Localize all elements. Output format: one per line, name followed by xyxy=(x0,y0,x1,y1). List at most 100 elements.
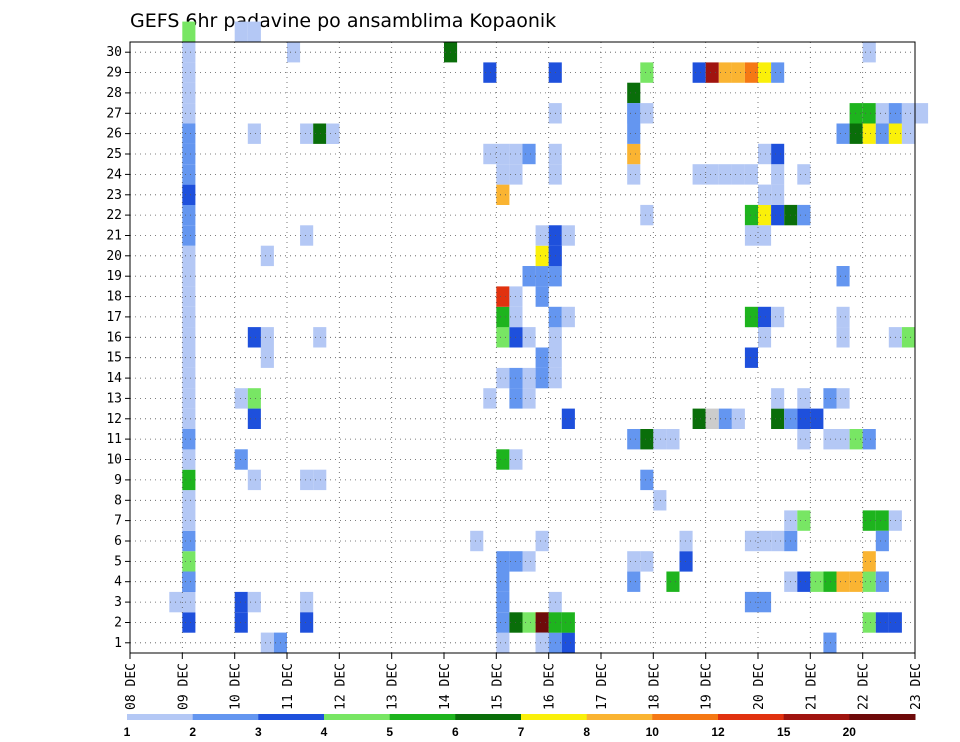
heat-cell xyxy=(731,62,745,83)
heat-cell xyxy=(247,327,261,348)
heat-cell xyxy=(758,591,772,613)
y-tick-label: 30 xyxy=(106,45,122,60)
heat-cell xyxy=(836,306,850,328)
heat-cell xyxy=(182,510,196,531)
heat-cell xyxy=(496,286,510,307)
y-tick-label: 26 xyxy=(106,127,122,142)
heat-cell xyxy=(862,103,876,124)
legend-swatch xyxy=(127,714,194,720)
heat-cell xyxy=(771,204,785,226)
legend-label: 2 xyxy=(189,725,196,739)
heat-cell xyxy=(797,429,811,450)
x-tick-label: 15 DEC xyxy=(490,663,505,710)
heat-cell xyxy=(862,510,876,531)
heat-cell xyxy=(836,123,850,144)
heat-cell xyxy=(182,103,196,124)
heat-cell xyxy=(862,429,876,450)
legend-label: 10 xyxy=(646,725,660,739)
x-tick-label: 21 DEC xyxy=(804,663,819,710)
heat-cell xyxy=(862,571,876,592)
heat-cell xyxy=(640,469,654,491)
heat-cell xyxy=(744,306,758,328)
x-tick-label: 19 DEC xyxy=(700,663,715,710)
legend-swatch xyxy=(521,714,588,720)
heat-cell xyxy=(627,123,641,144)
heat-cell xyxy=(182,21,196,42)
heat-cell xyxy=(771,306,785,328)
x-tick-label: 13 DEC xyxy=(386,663,401,710)
heat-cell xyxy=(692,62,706,83)
y-tick-label: 2 xyxy=(114,616,122,631)
heat-cell xyxy=(182,143,196,165)
heat-cell xyxy=(758,530,772,552)
heat-cell xyxy=(483,143,497,165)
heat-cell xyxy=(810,571,824,592)
heat-cell xyxy=(522,327,536,348)
x-tick-label: 18 DEC xyxy=(647,663,662,710)
heat-cell xyxy=(522,266,536,287)
heat-cell xyxy=(901,103,915,124)
heat-cell xyxy=(496,612,510,633)
heat-cell xyxy=(758,225,772,246)
y-tick-label: 19 xyxy=(106,269,122,284)
legend-swatch xyxy=(652,714,719,720)
heat-cell xyxy=(522,367,536,389)
heat-cell xyxy=(771,388,785,409)
heat-cell xyxy=(496,184,510,205)
heat-cell xyxy=(483,62,497,83)
heat-cell xyxy=(247,591,261,613)
heat-cell xyxy=(182,225,196,246)
heat-cell xyxy=(182,469,196,491)
heat-cell xyxy=(182,184,196,205)
heat-cell xyxy=(234,388,248,409)
heat-cell xyxy=(496,367,510,389)
heat-cell xyxy=(640,103,654,124)
heat-cell xyxy=(470,530,484,552)
y-tick-label: 21 xyxy=(106,229,122,244)
heat-cell xyxy=(260,327,274,348)
heat-cell xyxy=(496,449,510,470)
heat-cell xyxy=(823,388,837,409)
heat-cell xyxy=(875,123,889,144)
heat-cell xyxy=(522,612,536,633)
y-tick-label: 29 xyxy=(106,66,122,81)
heat-cell xyxy=(758,143,772,165)
heat-cell xyxy=(182,42,196,63)
heat-cell xyxy=(260,632,274,653)
heat-cell xyxy=(744,347,758,368)
heat-cell xyxy=(731,164,745,185)
y-tick-label: 23 xyxy=(106,188,122,203)
heat-cell xyxy=(692,408,706,429)
heat-cell xyxy=(758,306,772,328)
heat-cell xyxy=(483,388,497,409)
heat-cell xyxy=(679,530,693,552)
heat-cell xyxy=(875,510,889,531)
legend-label: 12 xyxy=(711,725,725,739)
heat-cell xyxy=(182,367,196,389)
heat-cell xyxy=(522,388,536,409)
heat-cell xyxy=(744,62,758,83)
y-tick-label: 15 xyxy=(106,351,122,366)
heat-cell xyxy=(627,429,641,450)
heat-cell xyxy=(182,327,196,348)
heat-cell xyxy=(182,551,196,572)
y-tick-label: 27 xyxy=(106,106,122,121)
y-tick-label: 17 xyxy=(106,310,122,325)
heat-cell xyxy=(182,449,196,470)
legend-label: 3 xyxy=(255,725,262,739)
heat-cell xyxy=(561,408,575,429)
x-tick-label: 23 DEC xyxy=(909,663,924,710)
heat-cell xyxy=(836,327,850,348)
heat-cell xyxy=(758,62,772,83)
heat-cell xyxy=(771,184,785,205)
y-tick-label: 28 xyxy=(106,86,122,101)
legend-label: 8 xyxy=(583,725,590,739)
x-tick-label: 22 DEC xyxy=(857,663,872,710)
heat-cell xyxy=(535,367,549,389)
heat-cell xyxy=(535,530,549,552)
y-tick-label: 13 xyxy=(106,391,122,406)
heat-cell xyxy=(300,123,314,144)
legend-label: 1 xyxy=(124,725,131,739)
heat-cell xyxy=(771,164,785,185)
